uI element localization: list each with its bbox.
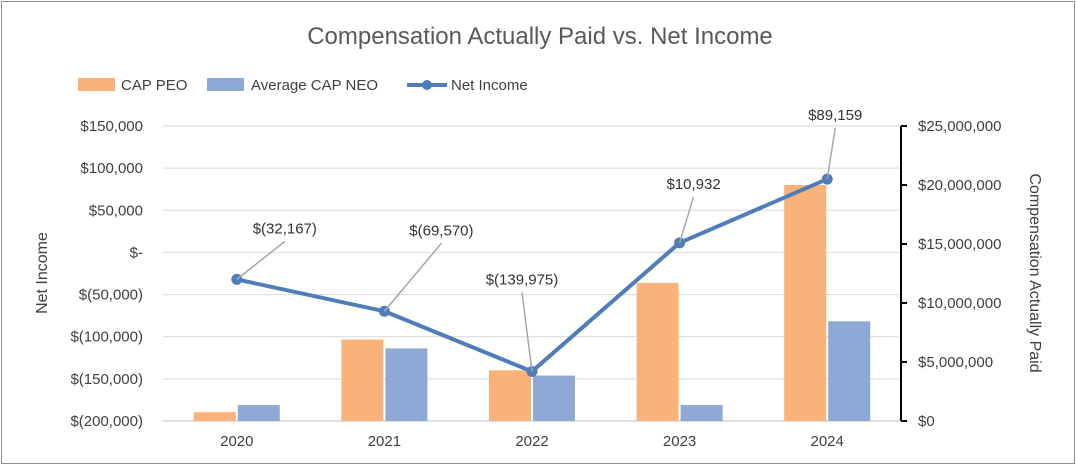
legend-label-net-income: Net Income xyxy=(451,77,528,94)
x-tick-label: 2023 xyxy=(663,433,696,450)
bar-average-cap-neo-2020 xyxy=(237,405,280,421)
x-tick-label: 2022 xyxy=(515,433,548,450)
right-tick-label: $10,000,000 xyxy=(918,295,1001,312)
bar-cap-peo-2020 xyxy=(193,412,236,421)
callout-leader xyxy=(826,127,836,180)
left-tick-label: $(50,000) xyxy=(79,287,143,304)
left-axis-title: Net Income xyxy=(34,232,51,314)
legend-marker-net-income xyxy=(422,80,432,90)
left-tick-label: $50,000 xyxy=(89,202,143,219)
callout-leader xyxy=(236,240,286,280)
right-axis-title: Compensation Actually Paid xyxy=(1026,173,1043,372)
x-tick-label: 2021 xyxy=(368,433,401,450)
bar-average-cap-neo-2024 xyxy=(828,321,871,421)
bars xyxy=(193,185,871,421)
left-tick-label: $(200,000) xyxy=(70,413,143,430)
bar-average-cap-neo-2023 xyxy=(680,405,723,421)
right-tick-label: $25,000,000 xyxy=(918,118,1001,135)
x-tick-label: 2020 xyxy=(220,433,253,450)
legend-swatch-average-cap-neo xyxy=(207,78,244,91)
left-tick-label: $100,000 xyxy=(80,160,143,177)
legend-label-cap-peo: CAP PEO xyxy=(121,77,187,94)
net-income-data-label: $89,159 xyxy=(808,107,862,124)
callout-leader xyxy=(383,242,442,312)
bar-cap-peo-2022 xyxy=(489,370,531,421)
net-income-callouts: $(32,167) $(69,570) $(139,975) $10,932 $89,1… xyxy=(236,107,862,372)
right-tick-label: $0 xyxy=(918,413,935,430)
bar-cap-peo-2024 xyxy=(784,185,827,421)
bar-cap-peo-2023 xyxy=(636,282,679,421)
bar-average-cap-neo-2021 xyxy=(385,348,428,421)
right-tick-label: $5,000,000 xyxy=(918,354,993,371)
right-axis: $25,000,000 $20,000,000 $15,000,000 $10,000… xyxy=(900,118,1001,430)
left-tick-label: $(100,000) xyxy=(70,329,143,346)
x-axis-ticks: 2020 2021 2022 2023 2024 xyxy=(220,433,844,450)
net-income-data-label: $(139,975) xyxy=(486,271,559,288)
right-tick-label: $20,000,000 xyxy=(918,177,1001,194)
net-income-data-label: $10,932 xyxy=(666,176,720,193)
net-income-data-label: $(69,570) xyxy=(409,222,473,239)
net-income-data-label: $(32,167) xyxy=(253,220,317,237)
left-tick-label: $150,000 xyxy=(80,118,143,135)
x-tick-label: 2024 xyxy=(811,433,844,450)
legend-label-average-cap-neo: Average CAP NEO xyxy=(251,77,378,94)
gridlines xyxy=(163,125,901,422)
left-tick-label: $- xyxy=(130,244,143,261)
left-axis-ticks: $150,000 $100,000 $50,000 $- $(50,000) $(100,… xyxy=(70,118,143,430)
bar-cap-peo-2021 xyxy=(341,339,384,421)
legend-swatch-cap-peo xyxy=(78,78,115,91)
bar-average-cap-neo-2022 xyxy=(533,375,575,421)
right-tick-label: $15,000,000 xyxy=(918,236,1001,253)
callout-leader xyxy=(521,292,533,372)
callout-leader xyxy=(678,196,695,244)
legend: CAP PEO Average CAP NEO Net Income xyxy=(78,77,528,94)
left-tick-label: $(150,000) xyxy=(70,371,143,388)
chart-title: Compensation Actually Paid vs. Net Incom… xyxy=(307,23,773,50)
